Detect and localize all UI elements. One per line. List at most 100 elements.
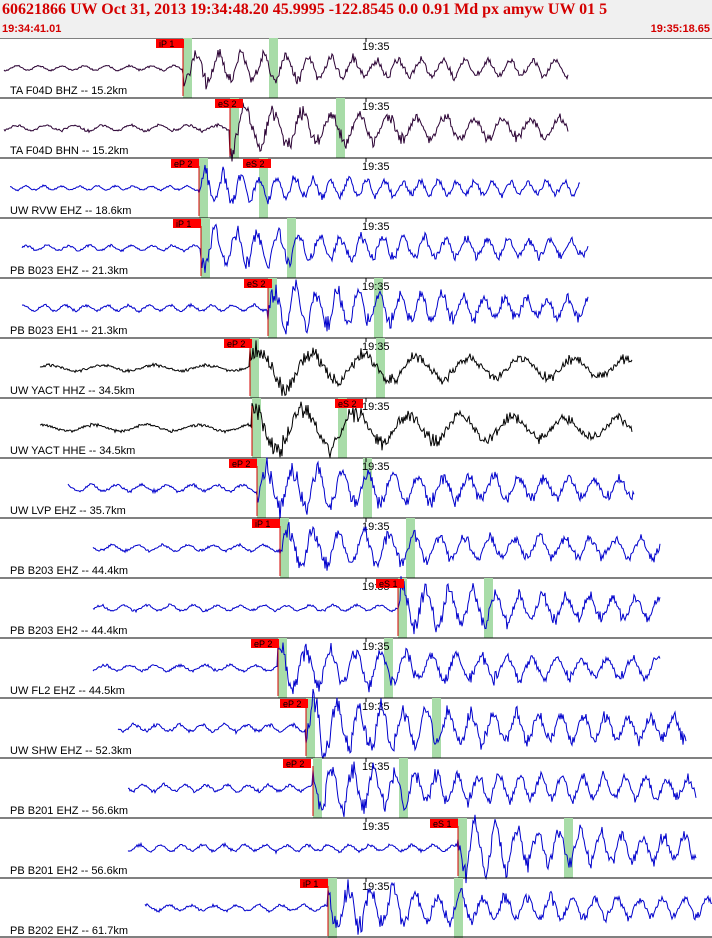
phase-window-band xyxy=(376,338,385,398)
channel-label: PB B201 EH2 -- 56.6km xyxy=(10,865,127,877)
waveform-trace xyxy=(117,688,687,759)
phase-window-band xyxy=(564,818,573,878)
channel-label: PB B203 EHZ -- 44.4km xyxy=(10,565,128,577)
channel-panel[interactable]: 19:35 iP 1 PB B023 EHZ -- 21.3km xyxy=(0,217,712,278)
channel-panel[interactable]: 19:35 eP 2 PB B201 EHZ -- 56.6km xyxy=(0,757,712,818)
phase-window-band xyxy=(268,278,277,338)
time-marker-label: 19:35 xyxy=(362,521,390,533)
pick-label-box[interactable] xyxy=(335,399,363,408)
pick-label: eS 2 xyxy=(246,159,265,169)
phase-window-band xyxy=(280,518,289,578)
channel-panel[interactable]: 19:35 eP 2 UW YACT HHZ -- 34.5km xyxy=(0,337,712,398)
time-marker-label: 19:35 xyxy=(362,161,390,173)
channel-label: UW YACT HHE -- 34.5km xyxy=(10,445,135,457)
pick-label-box[interactable] xyxy=(229,459,257,468)
seismogram-panels[interactable]: 19:35 iP 1 TA F04D BHZ -- 15.2km 19:35 eS 2 T… xyxy=(0,38,712,938)
time-marker-label: 19:35 xyxy=(362,401,390,413)
pick-label-box[interactable] xyxy=(215,99,243,108)
time-marker-label: 19:35 xyxy=(362,761,390,773)
channel-label: UW FL2 EHZ -- 44.5km xyxy=(10,685,125,697)
pick-label: iP 1 xyxy=(255,519,270,529)
time-marker-label: 19:35 xyxy=(362,701,390,713)
end-time-label: 19:35:18.65 xyxy=(650,23,710,35)
start-time-label: 19:34:41.01 xyxy=(2,23,62,35)
time-marker-label: 19:35 xyxy=(362,821,390,833)
pick-label: eP 2 xyxy=(232,459,250,469)
channel-label: UW SHW EHZ -- 52.3km xyxy=(10,745,132,757)
waveform-trace xyxy=(3,102,569,162)
pick-label: eP 2 xyxy=(254,639,272,649)
time-marker-label: 19:35 xyxy=(362,341,390,353)
time-marker-label: 19:35 xyxy=(362,461,390,473)
event-title: 60621866 UW Oct 31, 2013 19:34:48.20 45.… xyxy=(2,1,608,18)
channel-label: TA F04D BHN -- 15.2km xyxy=(10,145,128,157)
waveform-trace xyxy=(92,521,661,571)
pick-label-box[interactable] xyxy=(244,279,272,288)
pick-label-box[interactable] xyxy=(243,159,271,168)
phase-window-band xyxy=(199,158,208,218)
phase-window-band xyxy=(398,578,407,638)
channel-panel[interactable]: 19:35 eP 2 UW LVP EHZ -- 35.7km xyxy=(0,457,712,522)
channel-label: PB B202 EHZ -- 61.7km xyxy=(10,925,128,937)
waveform-trace xyxy=(92,576,661,635)
pick-label: iP 1 xyxy=(159,39,174,49)
phase-window-band xyxy=(399,758,408,818)
channel-panel[interactable]: 19:35 eS 2 TA F04D BHN -- 15.2km xyxy=(0,97,712,162)
pick-label-box[interactable] xyxy=(283,759,311,768)
pick-label: eP 2 xyxy=(227,339,245,349)
channel-label: PB B023 EHZ -- 21.3km xyxy=(10,265,128,277)
pick-label-box[interactable] xyxy=(430,819,458,828)
waveform-trace xyxy=(127,814,697,884)
channel-panel[interactable]: 19:35 eP 2 eS 2 UW RVW EHZ -- 18.6km xyxy=(0,157,712,218)
pick-label-box[interactable] xyxy=(376,579,404,588)
phase-window-band xyxy=(278,638,287,698)
pick-label: eS 2 xyxy=(338,399,357,409)
channel-panel[interactable]: 19:35 eS 2 PB B023 EH1 -- 21.3km xyxy=(0,277,712,338)
pick-label: eS 1 xyxy=(379,579,398,589)
pick-label-box[interactable] xyxy=(252,519,280,528)
time-marker-label: 19:35 xyxy=(362,281,390,293)
channel-panel[interactable]: 19:35 iP 1 TA F04D BHZ -- 15.2km xyxy=(0,38,712,98)
channel-label: PB B203 EH2 -- 44.4km xyxy=(10,625,127,637)
time-marker-label: 19:35 xyxy=(362,41,390,53)
phase-window-band xyxy=(328,878,337,938)
phase-window-band xyxy=(183,38,192,98)
channel-panel[interactable]: 19:35 eP 2 UW FL2 EHZ -- 44.5km xyxy=(0,637,712,698)
phase-window-band xyxy=(250,338,259,398)
pick-label-box[interactable] xyxy=(224,339,252,348)
phase-window-band xyxy=(287,218,296,278)
pick-label-box[interactable] xyxy=(173,219,201,228)
phase-window-band xyxy=(306,698,315,758)
channel-label: TA F04D BHZ -- 15.2km xyxy=(10,85,127,97)
phase-window-band xyxy=(384,638,393,698)
time-marker-label: 19:35 xyxy=(362,221,390,233)
channel-panel[interactable]: 19:35 eS 1 PB B201 EH2 -- 56.6km xyxy=(0,814,712,884)
channel-label: UW LVP EHZ -- 35.7km xyxy=(10,505,126,517)
waveform-trace xyxy=(92,642,661,695)
phase-window-band xyxy=(374,278,383,338)
channel-label: PB B201 EHZ -- 56.6km xyxy=(10,805,128,817)
phase-window-band xyxy=(454,878,463,938)
channel-panel[interactable]: 19:35 eS 2 UW YACT HHE -- 34.5km xyxy=(0,397,712,458)
waveform-trace xyxy=(127,761,697,817)
waveform-trace xyxy=(21,279,589,335)
waveform-trace xyxy=(39,401,633,458)
phase-window-band xyxy=(257,458,266,518)
waveform-trace xyxy=(9,164,581,205)
phase-window-band xyxy=(230,98,239,158)
pick-label: eS 2 xyxy=(247,279,266,289)
phase-window-band xyxy=(313,758,322,818)
pick-label-box[interactable] xyxy=(171,159,199,168)
channel-panel[interactable]: 19:35 eP 2 UW SHW EHZ -- 52.3km xyxy=(0,688,712,759)
time-marker-label: 19:35 xyxy=(362,881,390,893)
channel-label: UW RVW EHZ -- 18.6km xyxy=(10,205,131,217)
waveform-trace xyxy=(144,879,712,935)
pick-label-box[interactable] xyxy=(156,39,184,48)
pick-label-box[interactable] xyxy=(280,699,308,708)
pick-label: eP 2 xyxy=(283,699,301,709)
pick-label-box[interactable] xyxy=(300,879,328,888)
channel-panel[interactable]: 19:35 iP 1 PB B203 EHZ -- 44.4km xyxy=(0,517,712,578)
pick-label-box[interactable] xyxy=(251,639,279,648)
channel-panel[interactable]: 19:35 iP 1 PB B202 EHZ -- 61.7km xyxy=(0,877,712,938)
